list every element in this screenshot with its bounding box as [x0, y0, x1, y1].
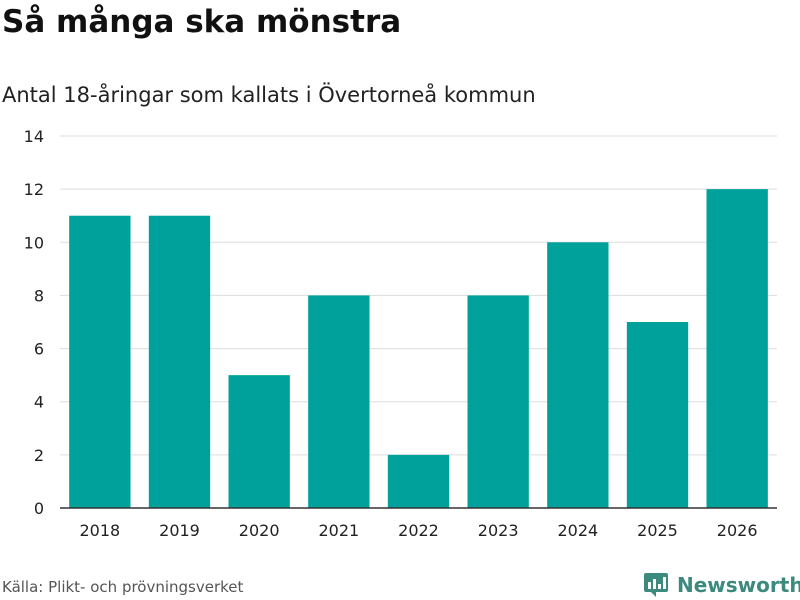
- y-tick-label: 8: [34, 286, 44, 305]
- y-tick-label: 12: [24, 180, 44, 199]
- x-tick-label: 2024: [557, 521, 598, 540]
- y-tick-label: 14: [24, 127, 44, 146]
- x-tick-label: 2020: [239, 521, 280, 540]
- x-tick-label: 2026: [717, 521, 758, 540]
- x-tick-label: 2023: [478, 521, 519, 540]
- x-tick-label: 2019: [159, 521, 200, 540]
- bar-2023: [467, 295, 529, 508]
- y-tick-label: 0: [34, 499, 44, 518]
- y-tick-label: 4: [34, 393, 44, 412]
- chart-title: Så många ska mönstra: [2, 4, 402, 40]
- bar-2022: [387, 454, 450, 508]
- y-tick-label: 10: [24, 233, 44, 252]
- x-tick-label: 2021: [318, 521, 359, 540]
- source-note: Källa: Plikt- och prövningsverket: [2, 578, 244, 596]
- x-tick-label: 2025: [637, 521, 678, 540]
- bar-2021: [308, 295, 370, 508]
- y-tick-label: 2: [34, 446, 44, 465]
- bar-2026: [706, 189, 768, 508]
- x-tick-label: 2022: [398, 521, 439, 540]
- newsworthy-logo-icon: [644, 573, 668, 597]
- bar-chart: 0 2 4 6 8 10 12 14 2018 2019 2020 2021 2022 2023 2024 2…: [24, 127, 777, 540]
- y-tick-label: 6: [34, 340, 44, 359]
- bar-2018: [69, 215, 131, 508]
- bar-2020: [228, 375, 290, 508]
- brand-logo: Newsworthy: [644, 570, 800, 600]
- bar-2019: [148, 215, 211, 508]
- x-tick-label: 2018: [79, 521, 120, 540]
- chart-subtitle: Antal 18-åringar som kallats i Övertorne…: [2, 83, 536, 107]
- bar-2025: [626, 322, 689, 508]
- bar-2024: [547, 242, 609, 509]
- brand-name: Newsworthy: [677, 573, 800, 597]
